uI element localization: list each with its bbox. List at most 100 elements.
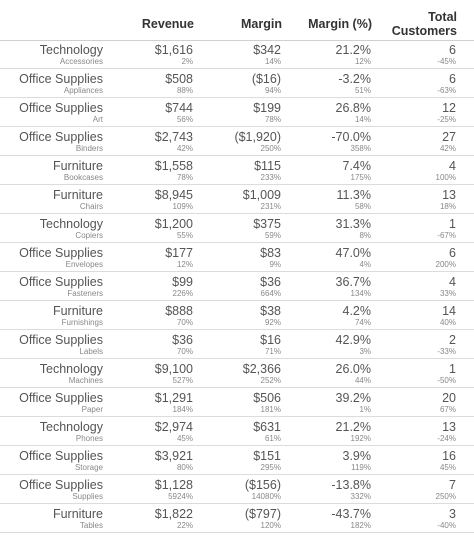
margin-cell: ($16) 94% bbox=[200, 69, 281, 95]
customers-cell-subvalue: 40% bbox=[439, 318, 456, 327]
category-cell-value: Office Supplies bbox=[19, 130, 103, 144]
margin-pct-cell-value: 26.0% bbox=[335, 362, 371, 376]
customers-cell: 14 40% bbox=[380, 301, 456, 327]
margin-pct-cell: 42.9% 3% bbox=[290, 330, 371, 356]
category-cell-value: Furniture bbox=[52, 304, 103, 318]
category-cell: Office Supplies Fasteners bbox=[0, 272, 103, 298]
margin-pct-header: Margin (%) bbox=[308, 17, 372, 31]
revenue-cell-subvalue: 5924% bbox=[168, 492, 193, 501]
margin-cell-subvalue: 61% bbox=[264, 434, 281, 443]
margin-cell-subvalue: 14% bbox=[264, 57, 281, 66]
margin-pct-cell-value: -43.7% bbox=[331, 507, 371, 521]
category-cell-subvalue: Labels bbox=[79, 347, 103, 356]
margin-pct-cell-subvalue: 12% bbox=[354, 57, 371, 66]
revenue-cell-subvalue: 2% bbox=[181, 57, 193, 66]
customers-header-line1: Total bbox=[428, 10, 457, 24]
customers-cell: 7 250% bbox=[380, 475, 456, 501]
customers-cell: 27 42% bbox=[380, 127, 456, 153]
category-cell: Technology Machines bbox=[0, 359, 103, 385]
revenue-cell-subvalue: 45% bbox=[176, 434, 193, 443]
margin-pct-cell-subvalue: 182% bbox=[350, 521, 371, 530]
category-cell-value: Office Supplies bbox=[19, 478, 103, 492]
revenue-cell-value: $36 bbox=[172, 333, 193, 347]
customers-cell-value: 2 bbox=[449, 333, 456, 347]
customers-cell-value: 7 bbox=[449, 478, 456, 492]
margin-pct-cell-subvalue: 14% bbox=[354, 115, 371, 124]
category-cell-subvalue: Machines bbox=[68, 376, 103, 385]
table-row: Office Supplies Fasteners $99 226% $36 664% 36… bbox=[0, 272, 474, 301]
revenue-cell: $888 70% bbox=[110, 301, 193, 327]
margin-pct-cell: 47.0% 4% bbox=[290, 243, 371, 269]
revenue-cell: $1,128 5924% bbox=[110, 475, 193, 501]
revenue-cell-subvalue: 78% bbox=[176, 173, 193, 182]
category-cell-value: Furniture bbox=[52, 159, 103, 173]
margin-cell-subvalue: 231% bbox=[260, 202, 281, 211]
margin-pct-cell: 26.0% 44% bbox=[290, 359, 371, 385]
category-cell: Office Supplies Paper bbox=[0, 388, 103, 414]
margin-cell-subvalue: 252% bbox=[260, 376, 281, 385]
margin-cell-value: $83 bbox=[260, 246, 281, 260]
revenue-cell: $1,200 55% bbox=[110, 214, 193, 240]
margin-cell-subvalue: 92% bbox=[264, 318, 281, 327]
table-row: Office Supplies Paper $1,291 184% $506 181% 39… bbox=[0, 388, 474, 417]
margin-pct-cell: 39.2% 1% bbox=[290, 388, 371, 414]
category-cell: Furniture Chairs bbox=[0, 185, 103, 211]
margin-pct-cell-value: 26.8% bbox=[335, 101, 371, 115]
margin-cell-subvalue: 78% bbox=[264, 115, 281, 124]
margin-pct-cell-subvalue: 51% bbox=[354, 86, 371, 95]
customers-cell-value: 20 bbox=[442, 391, 456, 405]
margin-cell: $199 78% bbox=[200, 98, 281, 124]
revenue-cell-subvalue: 70% bbox=[176, 347, 193, 356]
margin-cell-value: $506 bbox=[253, 391, 281, 405]
margin-cell-subvalue: 14080% bbox=[251, 492, 281, 501]
table-header: Revenue Margin Margin (%) Total Customer… bbox=[0, 0, 474, 41]
margin-cell: ($797) 120% bbox=[200, 504, 281, 530]
revenue-cell-value: $1,558 bbox=[154, 159, 193, 173]
margin-cell-subvalue: 71% bbox=[264, 347, 281, 356]
customers-cell-subvalue: -25% bbox=[437, 115, 456, 124]
category-cell: Office Supplies Supplies bbox=[0, 475, 103, 501]
category-cell: Office Supplies Binders bbox=[0, 127, 103, 153]
revenue-cell-value: $2,743 bbox=[154, 130, 193, 144]
margin-cell: $151 295% bbox=[200, 446, 281, 472]
category-cell: Technology Accessories bbox=[0, 40, 103, 66]
margin-pct-cell: -70.0% 358% bbox=[290, 127, 371, 153]
revenue-cell-subvalue: 88% bbox=[176, 86, 193, 95]
margin-pct-cell-subvalue: 1% bbox=[359, 405, 371, 414]
margin-cell-value: $16 bbox=[260, 333, 281, 347]
category-cell-subvalue: Copiers bbox=[75, 231, 103, 240]
category-cell: Furniture Furnishings bbox=[0, 301, 103, 327]
margin-pct-cell: 3.9% 119% bbox=[290, 446, 372, 472]
margin-pct-cell-subvalue: 58% bbox=[354, 202, 371, 211]
revenue-cell: $1,822 22% bbox=[110, 504, 193, 530]
customers-cell-value: 1 bbox=[449, 362, 456, 376]
category-cell-subvalue: Bookcases bbox=[63, 173, 103, 182]
margin-pct-cell-value: 31.3% bbox=[335, 217, 371, 231]
customers-cell-subvalue: 100% bbox=[435, 173, 456, 182]
revenue-cell-subvalue: 226% bbox=[172, 289, 193, 298]
margin-cell-value: ($797) bbox=[244, 507, 281, 521]
margin-cell-value: ($16) bbox=[251, 72, 281, 86]
category-cell: Office Supplies Appliances bbox=[0, 69, 103, 95]
margin-cell-value: $151 bbox=[253, 449, 281, 463]
table-row: Office Supplies Binders $2,743 42% ($1,920) 2… bbox=[0, 127, 474, 156]
customers-header: Total Customers bbox=[380, 10, 457, 38]
customers-cell-value: 13 bbox=[442, 420, 456, 434]
category-cell: Office Supplies Labels bbox=[0, 330, 103, 356]
revenue-cell-subvalue: 42% bbox=[176, 144, 193, 153]
margin-cell: ($156) 14080% bbox=[200, 475, 281, 501]
margin-pct-cell-value: 36.7% bbox=[335, 275, 371, 289]
margin-cell-value: $631 bbox=[253, 420, 281, 434]
category-cell-value: Furniture bbox=[52, 188, 103, 202]
category-cell-value: Technology bbox=[39, 362, 103, 376]
margin-cell-value: ($1,920) bbox=[234, 130, 281, 144]
margin-cell-value: $36 bbox=[260, 275, 281, 289]
table-row: Office Supplies Supplies $1,128 5924% ($156)… bbox=[0, 475, 474, 504]
table-row: Technology Copiers $1,200 55% $375 59% 31.3% 8%… bbox=[0, 214, 474, 243]
customers-cell: 6 -63% bbox=[380, 69, 456, 95]
customers-cell-value: 13 bbox=[442, 188, 456, 202]
table-row: Furniture Furnishings $888 70% $38 92% 4.2% 74%… bbox=[0, 301, 474, 330]
revenue-cell-subvalue: 527% bbox=[172, 376, 193, 385]
customers-cell: 1 -67% bbox=[380, 214, 456, 240]
margin-pct-cell-subvalue: 358% bbox=[350, 144, 371, 153]
